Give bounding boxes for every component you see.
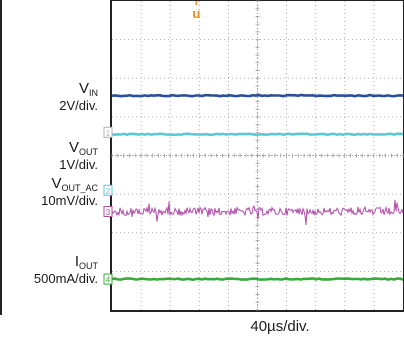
- trace-iout: [111, 277, 404, 282]
- iout-scale: 500mA/div.: [33, 271, 98, 286]
- channel-3-marker: 3: [103, 206, 113, 218]
- vin-label-main: V: [78, 80, 89, 97]
- label-vout: VOUT 1V/div.: [59, 140, 98, 171]
- trace-vin: [111, 93, 404, 98]
- x-axis-label: 40µs/div.: [250, 318, 310, 335]
- traces: [111, 93, 404, 282]
- vin-label-sub: IN: [89, 88, 98, 98]
- channel-marker-box: [103, 126, 113, 138]
- iout-label-sub: OUT: [79, 261, 98, 271]
- channel-4-marker: 4: [103, 273, 113, 285]
- iout-label-main: I: [74, 253, 79, 270]
- channel-1-marker: 1: [103, 126, 113, 138]
- channel-marker-label: 3: [106, 208, 111, 217]
- vout-ac-scale: 10mV/div.: [41, 193, 98, 208]
- label-iout: IOUT 500mA/div.: [34, 254, 98, 285]
- vout-ac-label-main: V: [51, 175, 62, 192]
- channel-markers: 1 2 3 4: [103, 126, 113, 285]
- channel-marker-label: 2: [106, 187, 111, 196]
- channel-2-marker: 2: [103, 184, 113, 196]
- channel-marker-box: [103, 184, 113, 196]
- trace-vout: [111, 132, 404, 137]
- channel-marker-label: 4: [106, 276, 111, 285]
- vin-scale: 2V/div.: [59, 98, 98, 113]
- vout-scale: 1V/div.: [59, 157, 98, 172]
- channel-marker-label: 1: [106, 129, 111, 138]
- trace-vout-ac: [111, 199, 404, 226]
- trigger-marker: u: [192, 1, 200, 21]
- label-vout-ac: VOUT_AC 10mV/div.: [41, 176, 98, 207]
- label-vin: VIN 2V/div.: [59, 81, 98, 112]
- vout-label-sub: OUT: [79, 147, 98, 157]
- vout-ac-label-sub: OUT_AC: [61, 183, 98, 193]
- graticule: [111, 0, 404, 311]
- channel-marker-box: [103, 206, 113, 218]
- channel-marker-box: [103, 273, 113, 285]
- vout-label-main: V: [68, 139, 79, 156]
- trigger-label: u: [192, 6, 200, 21]
